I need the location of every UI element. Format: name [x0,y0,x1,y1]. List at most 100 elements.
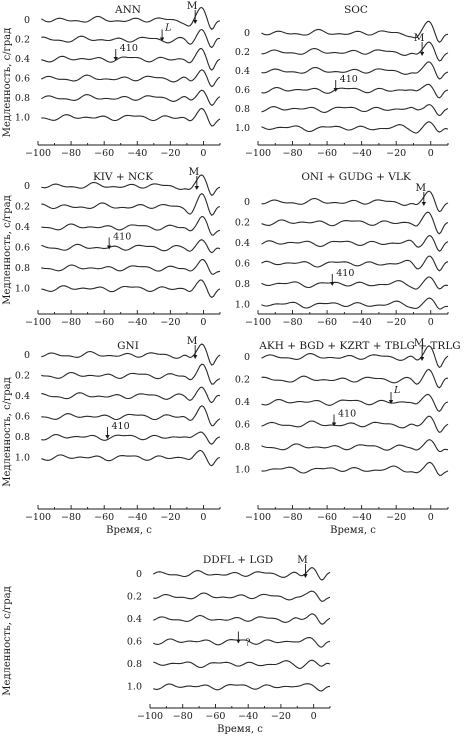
panel-title: AKH + BGD + KZRT + TBLG + TRLG [258,340,460,352]
x-tick-label: −60 [317,148,337,159]
slowness-label: 0.8 [235,104,250,115]
slowness-label: 0.4 [235,238,250,249]
x-tick-label: −80 [283,512,303,523]
x-tick-label: −20 [386,317,406,328]
seismic-trace [41,6,221,30]
annotation-arrowhead [192,355,198,359]
panel-title: ANN [114,4,141,16]
seismic-trace [261,368,449,389]
panel-2: SOC 0 0.2 0.4 0.6 0.8 1.0 −100 −80 −60 −40 −20 0 M 410 [235,4,449,159]
slowness-label: 0.4 [235,397,250,408]
slowness-label: 1.0 [235,465,250,476]
annotation-arrowhead [105,435,110,439]
x-tick-label: −60 [317,512,337,523]
seismic-trace [41,48,221,71]
seismic-trace [261,255,449,272]
x-tick-label: −100 [245,512,271,523]
slowness-label: 0.6 [235,85,250,96]
x-tick-label: −80 [61,317,81,328]
x-tick-label: −20 [271,711,291,722]
annotation-label: 410 [111,421,129,432]
annotation-arrowhead [113,57,118,61]
annotation-arrowhead [303,574,308,578]
x-tick-label: −60 [94,317,114,328]
panel-1: ANN 0 0.2 0.4 0.6 0.8 1.0 −100 −80 −60 −40 −20 0 Медл… [2,0,221,159]
annotation-arrowhead [333,88,338,92]
slowness-label: 0.6 [15,74,30,85]
annotation-label: 410 [340,74,358,85]
x-tick-label: −40 [127,148,147,159]
x-tick-label: −40 [127,512,147,523]
seismic-trace [261,393,449,412]
seismic-trace [41,363,221,385]
seismic-trace [153,683,331,692]
seismic-trace [261,20,449,43]
annotation-label: M [414,337,425,349]
annotation-label: M [414,32,425,44]
x-tick-label: 0 [428,148,434,159]
slowness-label: 0.2 [235,218,250,229]
y-axis-label: Медленность, с/град [2,28,13,138]
annotation-arrowhead [194,186,200,190]
seismic-trace [153,567,331,581]
slowness-label: 0 [24,350,30,361]
seismic-trace [261,190,449,213]
seismic-trace [41,343,221,366]
panel-6: AKH + BGD + KZRT + TBLG + TRLG 0 0.2 0.4 0.6… [235,337,461,536]
slowness-label: 0 [244,352,250,363]
annotation-arrowhead [421,202,427,206]
annotation-arrowhead [330,282,335,286]
seismic-trace [41,239,221,254]
x-tick-label: −40 [238,711,258,722]
x-tick-label: −80 [283,317,303,328]
slowness-label: 0.6 [235,420,250,431]
annotation-label: M [187,335,198,347]
panel-4: ONI + GUDG + VLK 0 0.2 0.4 0.6 0.8 1.0 −100 −80 −… [235,171,449,328]
x-tick-label: −40 [127,317,147,328]
panel-3: KIV + NCK 0 0.2 0.4 0.6 0.8 1.0 −100 −80 −60 −40 −2… [2,166,221,328]
panel-title: KIV + NCK [93,171,153,183]
seismic-trace [41,431,221,445]
annotation-label: M [415,182,426,194]
seismic-trace [41,89,221,106]
seismic-trace [41,386,221,404]
slowness-label: 0.8 [127,659,142,670]
x-tick-label: −60 [94,148,114,159]
slowness-label: 0.8 [235,442,250,453]
x-tick-label: −80 [173,711,193,722]
seismic-trace [153,637,331,648]
annotation-label: M [188,166,199,178]
seismic-trace [41,174,221,196]
slowness-label: 0.4 [127,614,142,625]
x-axis-label: Время, с [217,724,263,735]
seismic-trace [261,83,449,99]
panel-title: SOC [344,4,368,16]
slowness-label: 0.8 [15,93,30,104]
slowness-label: 0.2 [127,592,142,603]
annotation-arrowhead [388,400,394,404]
x-tick-label: −60 [205,711,225,722]
x-tick-label: −20 [386,512,406,523]
slowness-label: 0.6 [127,637,142,648]
seismic-trace [261,415,449,433]
annotation-arrowhead [419,357,425,361]
slowness-label: 0.8 [15,432,30,443]
x-tick-label: −100 [25,512,51,523]
slowness-label: 1.0 [15,453,30,464]
annotation-label: 410 [120,43,138,54]
x-tick-label: 0 [311,711,317,722]
slowness-label: 0.4 [15,391,30,402]
x-tick-label: 0 [200,512,206,523]
annotation-label: 410 [336,268,354,279]
slowness-label: 0.6 [15,243,30,254]
seismic-trace [261,461,449,476]
x-axis-label: Время, с [106,525,152,536]
panel-7: DDFL + LGD 0 0.2 0.4 0.6 0.8 1.0 −100 −80 −60 −40 −… [2,554,331,735]
x-tick-label: −100 [137,711,163,722]
annotation-label: M [187,0,198,12]
x-tick-label: −60 [317,317,337,328]
annotation-label: 410 [338,409,356,420]
panel-title: ONI + GUDG + VLK [301,171,410,183]
slowness-label: 0.4 [15,222,30,233]
